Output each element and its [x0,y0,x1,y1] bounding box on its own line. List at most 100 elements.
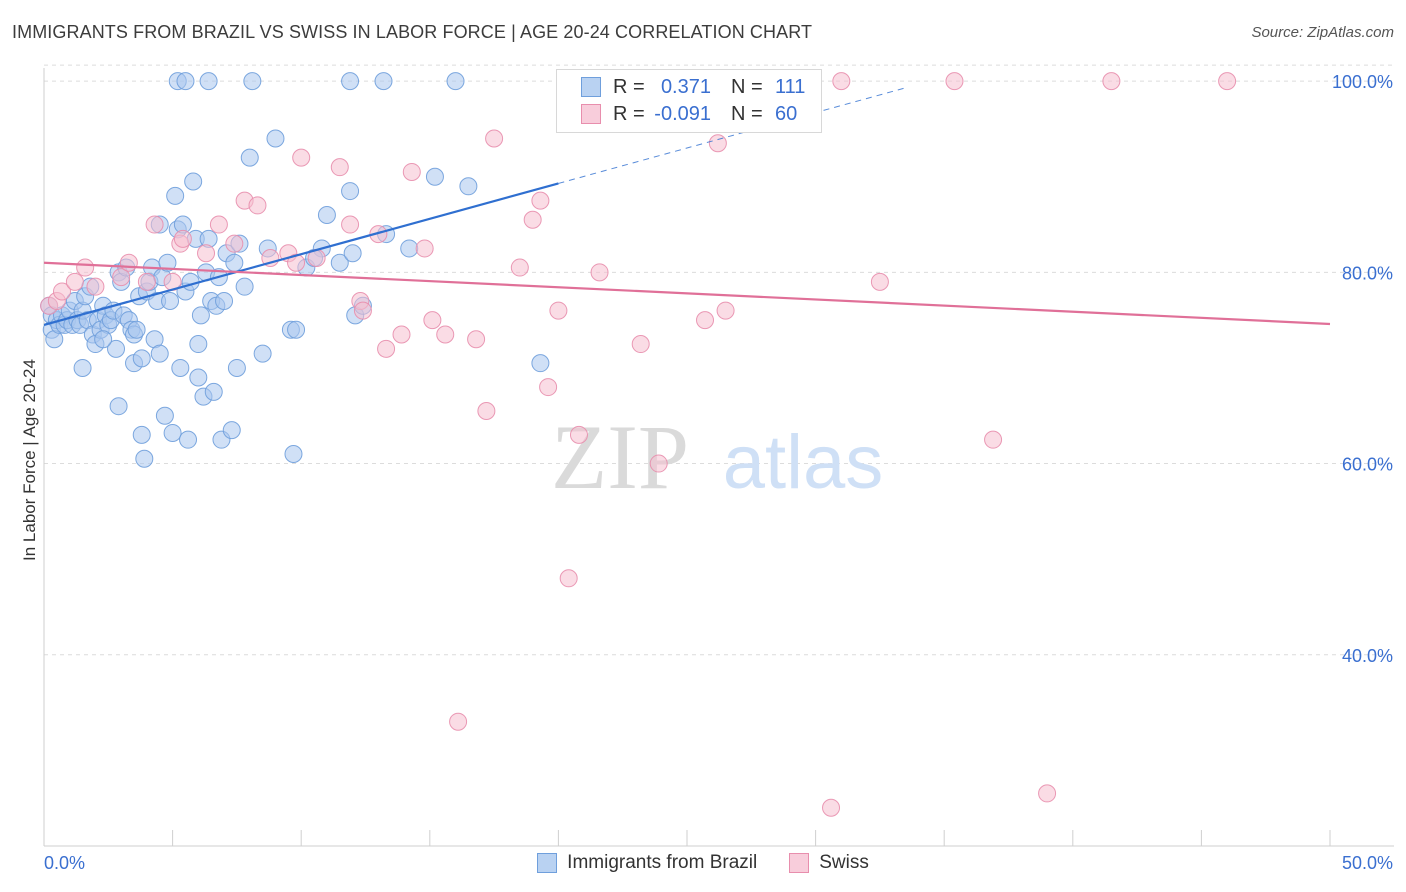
source-label: Source: ZipAtlas.com [1251,24,1394,41]
brazil-point [176,72,195,91]
brazil-point [341,182,360,201]
brazil-point [253,344,272,363]
series-legend: Immigrants from Brazil Swiss [0,852,1406,874]
brazil-point [341,72,360,91]
swiss-point [330,158,349,177]
brazil-point [266,129,285,148]
swiss-point [870,272,889,291]
swiss-point [1102,72,1121,91]
brazil-point [240,148,259,167]
y-tick-label: 100.0% [1332,72,1393,92]
chart-title: IMMIGRANTS FROM BRAZIL VS SWISS IN LABOR… [12,22,813,42]
swiss-point [65,272,84,291]
brazil-point [227,358,246,377]
swiss-point [137,272,156,291]
brazil-point [166,186,185,205]
swiss-point [822,798,841,817]
legend-n-label: N = [731,102,763,125]
swiss-swatch-icon [581,104,601,124]
brazil-point [73,358,92,377]
swiss-point [392,325,411,344]
swiss-trend-line [43,261,1331,326]
legend-item-swiss[interactable]: Swiss [789,852,869,874]
swiss-point [510,258,529,277]
legend-swiss-label: Swiss [819,852,869,873]
brazil-point [132,425,151,444]
y-tick-label: 80.0% [1342,263,1393,283]
swiss-point [559,569,578,588]
swiss-point [449,712,468,731]
brazil-trend-extension [558,87,906,184]
brazil-point [150,344,169,363]
swiss-point [485,129,504,148]
brazil-point [204,382,223,401]
swiss-point [287,253,306,272]
swiss-point [531,191,550,210]
brazil-legend-swatch-icon [537,853,558,873]
y-tick-label: 40.0% [1342,646,1393,666]
swiss-point [341,215,360,234]
brazil-point [94,330,113,349]
swiss-point [523,210,542,229]
swiss-point [708,134,727,153]
brazil-point [189,335,208,354]
brazil-swatch-icon [581,77,601,97]
brazil-point [199,72,218,91]
brazil-point [400,239,419,258]
swiss-point [225,234,244,253]
brazil-point [531,354,550,373]
brazil-point [343,244,362,263]
swiss-point [477,401,496,420]
legend-n-label: N = [731,75,763,98]
brazil-point [161,292,180,311]
brazil-point [222,421,241,440]
x-tick-label-max: 50.0% [1342,853,1393,873]
swiss-point [112,268,131,287]
watermark-atlas: atlas [723,420,884,505]
swiss-n-value: 60 [775,102,798,125]
swiss-point [209,215,228,234]
swiss-point [402,162,421,181]
y-tick-label: 60.0% [1342,455,1393,475]
brazil-point [243,72,262,91]
correlation-legend: R = 0.371 N = 111 R = -0.091 N = 60 [556,69,822,133]
swiss-point [173,229,192,248]
swiss-legend-swatch-icon [789,853,810,873]
swiss-point [353,301,372,320]
swiss-point [631,335,650,354]
swiss-point [945,72,964,91]
swiss-point [649,454,668,473]
swiss-point [415,239,434,258]
swiss-point [423,311,442,330]
brazil-point [425,167,444,186]
y-axis-label: In Labor Force | Age 20-24 [20,359,39,561]
swiss-r-value: -0.091 [654,102,711,125]
brazil-point [284,445,303,463]
swiss-point [1038,784,1057,803]
brazil-point [374,72,393,91]
brazil-point [446,72,465,91]
brazil-point [191,306,210,325]
brazil-point [163,423,182,442]
legend-brazil-label: Immigrants from Brazil [567,852,758,873]
brazil-point [189,368,208,387]
x-tick-label-min: 0.0% [44,853,85,873]
brazil-point [184,172,203,191]
brazil-point [459,177,478,196]
brazil-point [135,449,154,468]
brazil-trend-line [43,182,559,326]
brazil-point [225,253,244,272]
brazil-r-value: 0.371 [660,75,711,98]
axes [43,68,1394,847]
swiss-point [436,325,455,344]
legend-item-brazil[interactable]: Immigrants from Brazil [537,852,757,874]
swiss-point [549,301,568,320]
brazil-point [107,339,126,358]
swiss-point [86,277,105,296]
swiss-point [590,263,609,282]
swiss-point [984,430,1003,449]
swiss-point [248,196,267,215]
swiss-point [369,225,388,244]
swiss-point [292,148,311,167]
